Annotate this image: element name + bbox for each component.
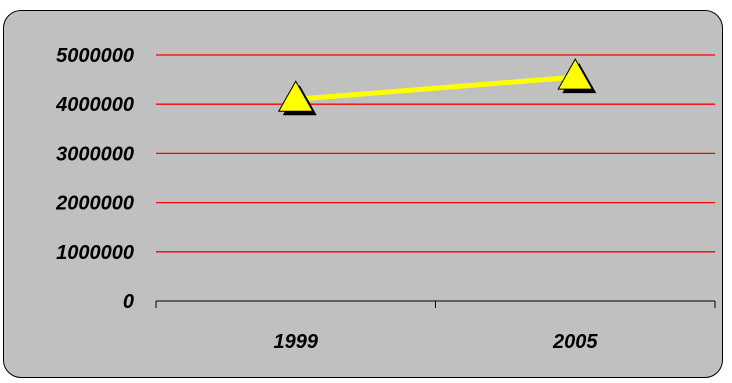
y-tick-label-5000000: 5000000 xyxy=(56,45,134,67)
data-point-1999 xyxy=(277,80,314,112)
x-tick-labels: 1999 2005 xyxy=(274,331,599,353)
x-tick-label-1999: 1999 xyxy=(274,331,319,353)
y-tick-label-1000000: 1000000 xyxy=(56,242,134,264)
x-tick-label-2005: 2005 xyxy=(552,331,598,353)
chart-frame xyxy=(3,10,723,378)
gridlines xyxy=(156,54,715,253)
series-line xyxy=(295,74,576,102)
y-tick-labels: 0 1000000 2000000 3000000 4000000 5000000 xyxy=(55,45,134,313)
series-layer xyxy=(277,58,597,116)
y-tick-label-2000000: 2000000 xyxy=(55,193,134,215)
axes xyxy=(155,300,716,308)
data-point-2005 xyxy=(557,58,594,90)
y-tick-label-3000000: 3000000 xyxy=(56,143,134,165)
y-tick-label-4000000: 4000000 xyxy=(55,94,134,116)
y-tick-label-0: 0 xyxy=(123,291,134,313)
